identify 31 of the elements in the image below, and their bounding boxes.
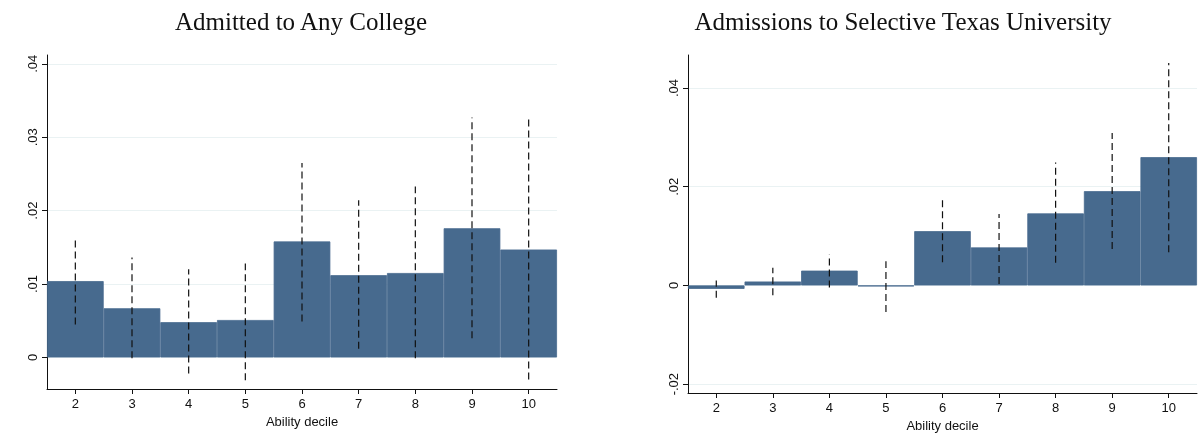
- y-tick-label: 0: [25, 353, 40, 362]
- x-axis-title: Ability decile: [906, 417, 979, 433]
- x-tick-label: 2: [712, 400, 720, 415]
- y-tick-label: .04: [666, 79, 681, 98]
- x-tick-label: 7: [995, 400, 1003, 415]
- y-tick-label: .04: [25, 54, 40, 73]
- x-tick-label: 8: [411, 396, 419, 411]
- x-tick-label: 10: [1161, 400, 1176, 415]
- x-tick-label: 9: [1108, 400, 1116, 415]
- x-tick-label: 5: [882, 400, 890, 415]
- y-tick-label: .01: [25, 274, 40, 294]
- x-tick-label: 9: [468, 396, 476, 411]
- y-tick-label: -.02: [666, 372, 681, 396]
- x-tick-label: 8: [1051, 400, 1060, 415]
- y-tick-label: 0: [666, 281, 681, 290]
- x-tick-label: 3: [128, 396, 136, 411]
- x-tick-label: 6: [298, 396, 306, 411]
- y-tick-label: .03: [25, 128, 40, 147]
- x-tick-label: 3: [769, 400, 777, 415]
- chart-title: Admissions to Selective Texas University: [694, 8, 1113, 35]
- x-tick-label: 10: [521, 396, 536, 411]
- x-axis-title: Ability decile: [265, 413, 339, 429]
- x-tick-label: 5: [241, 396, 249, 411]
- x-tick-label: 4: [185, 396, 193, 411]
- y-tick-label: .02: [666, 177, 681, 196]
- x-tick-label: 2: [71, 396, 79, 411]
- x-tick-label: 6: [938, 400, 947, 415]
- x-tick-label: 4: [825, 400, 834, 415]
- y-tick-label: .02: [25, 201, 40, 220]
- x-tick-label: 7: [355, 396, 363, 411]
- chart-title: Admitted to Any College: [174, 8, 428, 35]
